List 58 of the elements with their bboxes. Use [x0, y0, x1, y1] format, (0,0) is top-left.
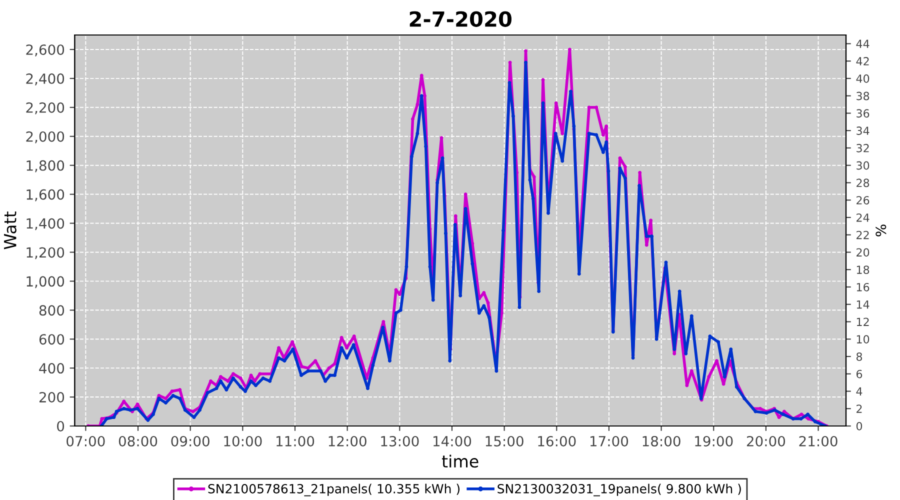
- x-tick-label: 10:00: [224, 436, 262, 446]
- y2-tick-label: 44: [856, 40, 870, 48]
- x-axis-title: time: [442, 454, 478, 468]
- y2-tick-label: 38: [856, 92, 870, 100]
- y2-tick-label: 22: [856, 230, 869, 240]
- y2-tick-label: 34: [856, 126, 870, 135]
- y-tick-label: 200: [39, 392, 64, 403]
- y-tick-label: 2,200: [26, 102, 64, 114]
- x-tick-label: 08:00: [118, 436, 158, 446]
- y2-tick-label: 32: [856, 144, 869, 152]
- y-tick-label: 1,600: [26, 189, 64, 202]
- y-tick-label: 2,000: [26, 131, 64, 144]
- y2-tick-label: 26: [856, 196, 870, 204]
- y2-tick-label: 30: [856, 161, 870, 170]
- y-tick-label: 600: [39, 334, 64, 345]
- y-axis-title: Watt: [4, 212, 16, 250]
- x-tick-label: 13:00: [381, 436, 419, 446]
- x-tick-label: 09:00: [171, 436, 210, 446]
- y2-tick-label: 42: [856, 57, 869, 66]
- x-tick-label: 11:00: [276, 436, 314, 446]
- y2-tick-label: 18: [856, 266, 870, 274]
- legend-label: SN2100578613_21panels( 10.355 kWh ): [208, 484, 460, 496]
- y2-tick-label: 6: [856, 370, 862, 378]
- y2-tick-label: 20: [856, 248, 870, 257]
- y-tick-label: 0: [57, 420, 64, 432]
- x-tick-label: 17:00: [590, 436, 628, 446]
- y2-tick-label: 28: [856, 178, 870, 188]
- y2-tick-label: 16: [856, 282, 870, 292]
- y-tick-label: 1,000: [26, 276, 64, 288]
- y-tick-label: 1,800: [26, 160, 64, 172]
- y2-tick-label: 2: [856, 404, 862, 413]
- chart-title: 2-7-2020: [410, 11, 512, 27]
- x-tick-label: 21:00: [799, 436, 838, 446]
- y2-tick-label: 4: [856, 387, 862, 396]
- y2-tick-label: 36: [856, 109, 870, 118]
- y2-tick-label: 8: [856, 352, 862, 361]
- y2-tick-label: 10: [856, 335, 870, 344]
- y2-tick-label: 40: [856, 74, 870, 83]
- x-tick-label: 19:00: [695, 436, 733, 446]
- x-tick-label: 20:00: [746, 436, 786, 446]
- y2-tick-label: 12: [856, 318, 869, 326]
- x-tick-label: 12:00: [328, 436, 366, 446]
- y-tick-label: 800: [39, 305, 64, 316]
- y2-axis-title: %: [876, 224, 886, 236]
- y-tick-label: 2,400: [26, 73, 64, 86]
- y2-tick-label: 0: [856, 422, 862, 430]
- y-tick-label: 2,600: [26, 44, 64, 56]
- x-tick-label: 14:00: [433, 436, 472, 446]
- x-tick-label: 18:00: [642, 436, 680, 446]
- legend-label: SN2130032031_19panels( 9.800 kWh ): [498, 484, 741, 496]
- x-tick-label: 15:00: [486, 436, 524, 446]
- x-tick-label: 07:00: [66, 436, 105, 446]
- y-tick-label: 1,200: [26, 247, 64, 260]
- y-tick-label: 1,400: [26, 218, 64, 230]
- y2-tick-label: 24: [856, 213, 870, 222]
- y-tick-label: 400: [39, 363, 64, 374]
- y2-tick-label: 14: [856, 300, 870, 309]
- x-tick-label: 16:00: [538, 436, 576, 446]
